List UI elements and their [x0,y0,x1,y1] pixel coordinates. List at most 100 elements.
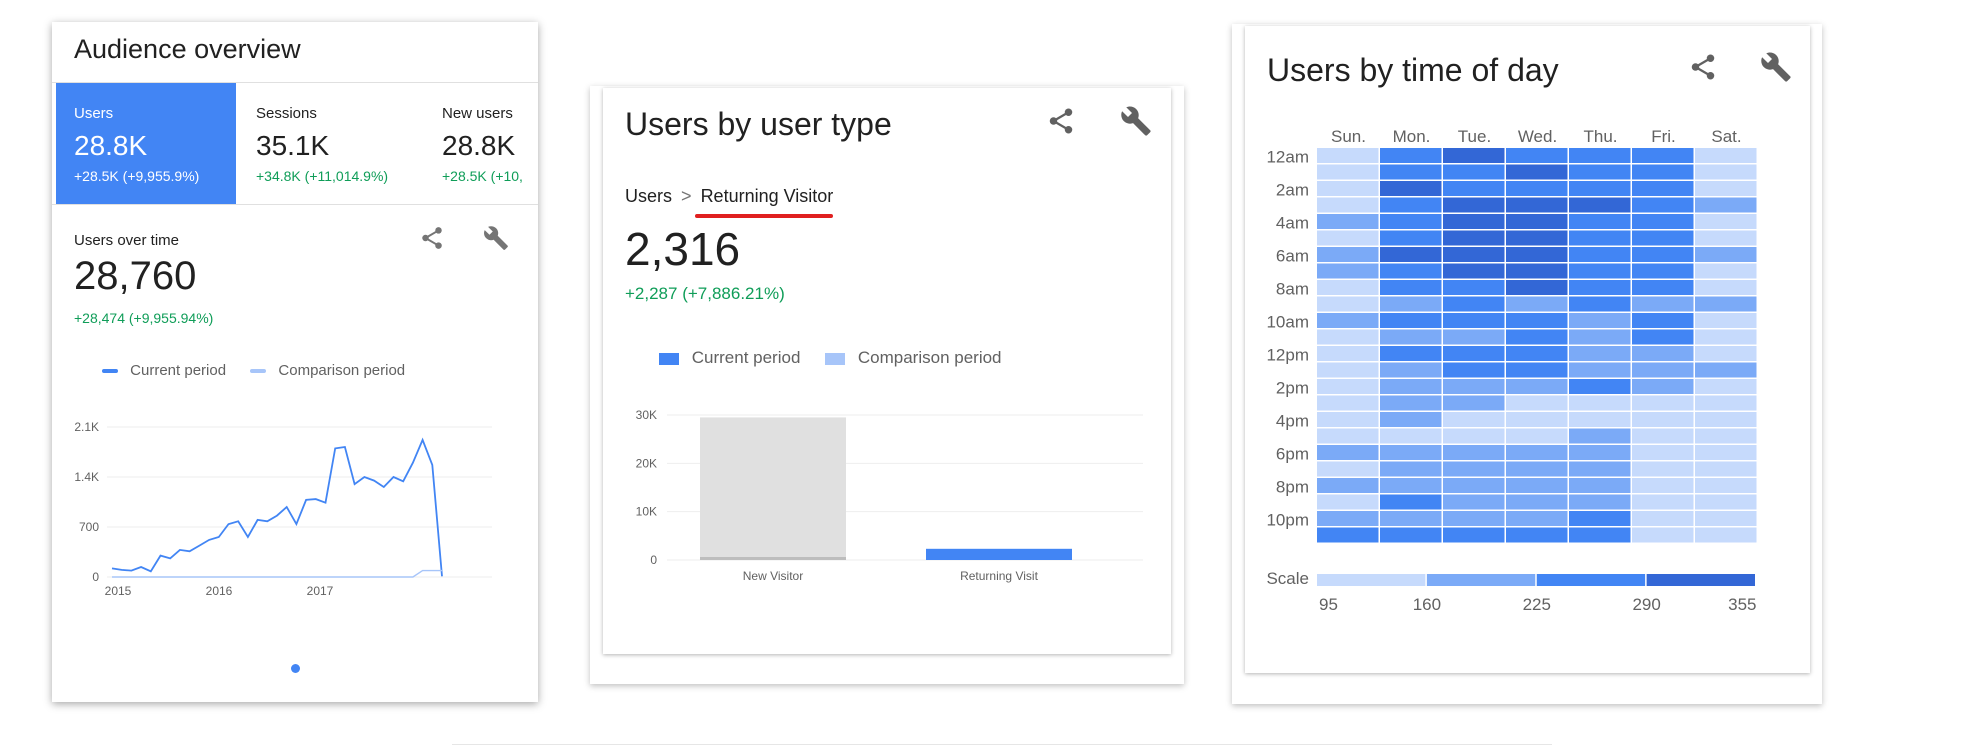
heatmap-cell[interactable] [1443,263,1505,279]
heatmap-cell[interactable] [1695,247,1757,262]
heatmap-cell[interactable] [1380,362,1442,378]
heatmap-cell[interactable] [1443,148,1505,163]
heatmap-cell[interactable] [1317,263,1379,279]
heatmap-cell[interactable] [1317,494,1379,510]
heatmap-cell[interactable] [1380,197,1442,213]
heatmap-cell[interactable] [1695,280,1757,295]
heatmap-cell[interactable] [1380,445,1442,460]
metric-tab-sessions[interactable]: Sessions 35.1K +34.8K (+11,014.9%) [236,83,422,204]
heatmap-cell[interactable] [1569,478,1631,493]
heatmap-cell[interactable] [1695,428,1757,444]
heatmap-cell[interactable] [1317,181,1379,196]
heatmap-cell[interactable] [1380,280,1442,295]
heatmap-cell[interactable] [1632,346,1694,361]
heatmap-cell[interactable] [1695,527,1757,543]
metric-tab-users[interactable]: Users 28.8K +28.5K (+9,955.9%) [56,83,236,204]
heatmap-cell[interactable] [1317,164,1379,180]
heatmap-cell[interactable] [1632,461,1694,477]
heatmap-cell[interactable] [1443,428,1505,444]
heatmap-cell[interactable] [1695,164,1757,180]
heatmap-cell[interactable] [1632,494,1694,510]
heatmap-cell[interactable] [1632,313,1694,328]
heatmap-cell[interactable] [1317,346,1379,361]
heatmap-cell[interactable] [1380,494,1442,510]
wrench-icon[interactable] [1120,105,1152,137]
heatmap-cell[interactable] [1380,296,1442,312]
breadcrumb-root[interactable]: Users [625,186,673,206]
heatmap-cell[interactable] [1317,280,1379,295]
heatmap-cell[interactable] [1506,164,1568,180]
heatmap-cell[interactable] [1632,164,1694,180]
heatmap-cell[interactable] [1380,230,1442,246]
heatmap-cell[interactable] [1569,296,1631,312]
heatmap-cell[interactable] [1632,263,1694,279]
heatmap-cell[interactable] [1317,296,1379,312]
heatmap-cell[interactable] [1569,247,1631,262]
heatmap-cell[interactable] [1380,263,1442,279]
heatmap-cell[interactable] [1569,181,1631,196]
heatmap-cell[interactable] [1569,280,1631,295]
pagination-dot[interactable] [291,664,300,673]
heatmap-cell[interactable] [1380,527,1442,543]
heatmap-cell[interactable] [1380,313,1442,328]
heatmap-cell[interactable] [1443,230,1505,246]
heatmap-cell[interactable] [1569,313,1631,328]
heatmap-cell[interactable] [1632,280,1694,295]
heatmap-cell[interactable] [1632,247,1694,262]
heatmap-cell[interactable] [1632,412,1694,427]
heatmap-cell[interactable] [1443,461,1505,477]
heatmap-cell[interactable] [1317,329,1379,345]
heatmap-cell[interactable] [1632,511,1694,526]
heatmap-cell[interactable] [1695,181,1757,196]
heatmap-cell[interactable] [1632,362,1694,378]
heatmap-cell[interactable] [1632,148,1694,163]
heatmap-cell[interactable] [1695,313,1757,328]
heatmap-cell[interactable] [1443,164,1505,180]
heatmap-cell[interactable] [1380,428,1442,444]
heatmap-cell[interactable] [1695,346,1757,361]
heatmap-cell[interactable] [1380,412,1442,427]
heatmap-cell[interactable] [1695,296,1757,312]
heatmap-cell[interactable] [1695,214,1757,229]
heatmap-cell[interactable] [1317,362,1379,378]
heatmap-cell[interactable] [1317,527,1379,543]
heatmap-cell[interactable] [1317,197,1379,213]
heatmap-cell[interactable] [1506,511,1568,526]
heatmap-cell[interactable] [1632,296,1694,312]
heatmap-cell[interactable] [1380,247,1442,262]
heatmap-cell[interactable] [1380,461,1442,477]
heatmap-cell[interactable] [1506,263,1568,279]
heatmap-cell[interactable] [1380,379,1442,394]
heatmap-cell[interactable] [1380,214,1442,229]
heatmap-cell[interactable] [1506,296,1568,312]
heatmap-cell[interactable] [1317,395,1379,411]
heatmap-cell[interactable] [1695,362,1757,378]
heatmap-cell[interactable] [1632,181,1694,196]
heatmap-cell[interactable] [1632,395,1694,411]
heatmap-cell[interactable] [1569,445,1631,460]
heatmap-cell[interactable] [1443,527,1505,543]
heatmap-cell[interactable] [1506,395,1568,411]
heatmap-cell[interactable] [1569,412,1631,427]
heatmap-cell[interactable] [1317,511,1379,526]
heatmap-cell[interactable] [1443,494,1505,510]
heatmap-cell[interactable] [1443,395,1505,411]
heatmap-cell[interactable] [1695,494,1757,510]
heatmap-cell[interactable] [1317,379,1379,394]
heatmap-cell[interactable] [1632,445,1694,460]
heatmap-cell[interactable] [1443,280,1505,295]
heatmap-cell[interactable] [1632,379,1694,394]
heatmap-cell[interactable] [1695,478,1757,493]
heatmap-cell[interactable] [1569,148,1631,163]
heatmap-cell[interactable] [1569,263,1631,279]
heatmap-cell[interactable] [1569,346,1631,361]
heatmap-cell[interactable] [1632,428,1694,444]
heatmap-cell[interactable] [1695,461,1757,477]
heatmap-cell[interactable] [1506,280,1568,295]
heatmap-cell[interactable] [1569,362,1631,378]
heatmap-cell[interactable] [1506,494,1568,510]
heatmap-cell[interactable] [1317,214,1379,229]
heatmap-cell[interactable] [1317,247,1379,262]
heatmap-cell[interactable] [1380,181,1442,196]
heatmap-cell[interactable] [1506,181,1568,196]
